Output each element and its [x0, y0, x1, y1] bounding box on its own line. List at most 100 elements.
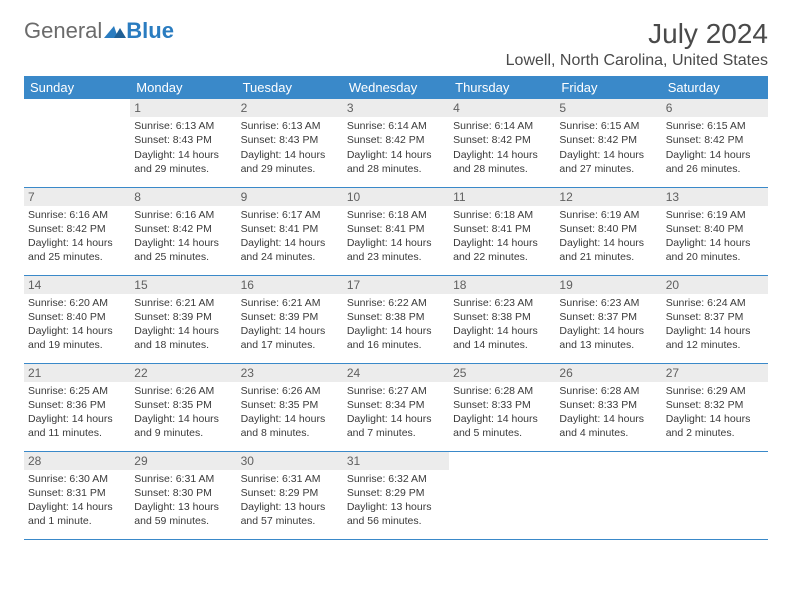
cell-d2: and 19 minutes. — [28, 338, 126, 352]
cell-sunrise: Sunrise: 6:18 AM — [453, 208, 551, 222]
cell-d1: Daylight: 14 hours — [28, 324, 126, 338]
cell-d2: and 17 minutes. — [241, 338, 339, 352]
cell-d1: Daylight: 14 hours — [241, 148, 339, 162]
day-number: 13 — [662, 188, 768, 206]
cell-d1: Daylight: 14 hours — [134, 236, 232, 250]
day-number: 28 — [24, 452, 130, 470]
cell-d1: Daylight: 14 hours — [347, 412, 445, 426]
cell-sunset: Sunset: 8:43 PM — [134, 133, 232, 147]
cell-sunset: Sunset: 8:37 PM — [559, 310, 657, 324]
weekday-header: Monday — [130, 76, 236, 99]
weekday-header: Thursday — [449, 76, 555, 99]
cell-sunset: Sunset: 8:42 PM — [28, 222, 126, 236]
cell-d2: and 7 minutes. — [347, 426, 445, 440]
day-number: 12 — [555, 188, 661, 206]
cell-d1: Daylight: 14 hours — [28, 412, 126, 426]
cell-sunset: Sunset: 8:29 PM — [241, 486, 339, 500]
cell-sunset: Sunset: 8:35 PM — [134, 398, 232, 412]
cell-d2: and 25 minutes. — [28, 250, 126, 264]
cell-sunrise: Sunrise: 6:13 AM — [241, 119, 339, 133]
cell-sunrise: Sunrise: 6:27 AM — [347, 384, 445, 398]
day-number: 23 — [237, 364, 343, 382]
calendar-cell: 11Sunrise: 6:18 AMSunset: 8:41 PMDayligh… — [449, 187, 555, 275]
calendar-cell: 24Sunrise: 6:27 AMSunset: 8:34 PMDayligh… — [343, 363, 449, 451]
day-number: 24 — [343, 364, 449, 382]
cell-d2: and 24 minutes. — [241, 250, 339, 264]
triangle-icon — [104, 18, 126, 44]
day-number: 22 — [130, 364, 236, 382]
calendar-cell: 31Sunrise: 6:32 AMSunset: 8:29 PMDayligh… — [343, 451, 449, 539]
cell-d2: and 57 minutes. — [241, 514, 339, 528]
cell-d1: Daylight: 14 hours — [347, 148, 445, 162]
calendar-cell: 23Sunrise: 6:26 AMSunset: 8:35 PMDayligh… — [237, 363, 343, 451]
cell-sunset: Sunset: 8:35 PM — [241, 398, 339, 412]
cell-d1: Daylight: 13 hours — [134, 500, 232, 514]
cell-d1: Daylight: 14 hours — [666, 412, 764, 426]
cell-d1: Daylight: 13 hours — [241, 500, 339, 514]
cell-d1: Daylight: 14 hours — [666, 324, 764, 338]
cell-sunset: Sunset: 8:33 PM — [453, 398, 551, 412]
calendar-cell: 12Sunrise: 6:19 AMSunset: 8:40 PMDayligh… — [555, 187, 661, 275]
calendar-cell: 21Sunrise: 6:25 AMSunset: 8:36 PMDayligh… — [24, 363, 130, 451]
cell-d2: and 26 minutes. — [666, 162, 764, 176]
calendar-cell — [449, 451, 555, 539]
cell-d1: Daylight: 14 hours — [453, 236, 551, 250]
calendar-cell: 1Sunrise: 6:13 AMSunset: 8:43 PMDaylight… — [130, 99, 236, 187]
day-number: 4 — [449, 99, 555, 117]
cell-sunset: Sunset: 8:42 PM — [559, 133, 657, 147]
cell-d2: and 25 minutes. — [134, 250, 232, 264]
cell-d2: and 29 minutes. — [241, 162, 339, 176]
weekday-header: Sunday — [24, 76, 130, 99]
cell-sunrise: Sunrise: 6:14 AM — [347, 119, 445, 133]
weekday-header: Saturday — [662, 76, 768, 99]
cell-d1: Daylight: 13 hours — [347, 500, 445, 514]
cell-d2: and 8 minutes. — [241, 426, 339, 440]
cell-d2: and 20 minutes. — [666, 250, 764, 264]
cell-sunset: Sunset: 8:40 PM — [28, 310, 126, 324]
calendar-week: 28Sunrise: 6:30 AMSunset: 8:31 PMDayligh… — [24, 451, 768, 539]
day-number: 29 — [130, 452, 236, 470]
day-number: 3 — [343, 99, 449, 117]
cell-sunset: Sunset: 8:40 PM — [666, 222, 764, 236]
calendar-cell: 2Sunrise: 6:13 AMSunset: 8:43 PMDaylight… — [237, 99, 343, 187]
cell-sunrise: Sunrise: 6:14 AM — [453, 119, 551, 133]
calendar-cell: 7Sunrise: 6:16 AMSunset: 8:42 PMDaylight… — [24, 187, 130, 275]
cell-sunrise: Sunrise: 6:16 AM — [28, 208, 126, 222]
cell-d2: and 21 minutes. — [559, 250, 657, 264]
cell-d2: and 59 minutes. — [134, 514, 232, 528]
cell-sunset: Sunset: 8:32 PM — [666, 398, 764, 412]
cell-d2: and 56 minutes. — [347, 514, 445, 528]
cell-d2: and 2 minutes. — [666, 426, 764, 440]
cell-sunrise: Sunrise: 6:19 AM — [559, 208, 657, 222]
cell-d1: Daylight: 14 hours — [666, 236, 764, 250]
brand-general: General — [24, 18, 102, 44]
cell-d2: and 29 minutes. — [134, 162, 232, 176]
weekday-row: SundayMondayTuesdayWednesdayThursdayFrid… — [24, 76, 768, 99]
calendar-cell: 17Sunrise: 6:22 AMSunset: 8:38 PMDayligh… — [343, 275, 449, 363]
cell-d2: and 4 minutes. — [559, 426, 657, 440]
day-number: 17 — [343, 276, 449, 294]
cell-sunrise: Sunrise: 6:31 AM — [134, 472, 232, 486]
calendar-cell: 16Sunrise: 6:21 AMSunset: 8:39 PMDayligh… — [237, 275, 343, 363]
cell-sunset: Sunset: 8:42 PM — [453, 133, 551, 147]
calendar-cell: 19Sunrise: 6:23 AMSunset: 8:37 PMDayligh… — [555, 275, 661, 363]
day-number: 9 — [237, 188, 343, 206]
cell-sunrise: Sunrise: 6:28 AM — [453, 384, 551, 398]
calendar-cell: 4Sunrise: 6:14 AMSunset: 8:42 PMDaylight… — [449, 99, 555, 187]
page-title: July 2024 — [506, 18, 768, 50]
day-number: 25 — [449, 364, 555, 382]
day-number: 11 — [449, 188, 555, 206]
cell-d1: Daylight: 14 hours — [28, 500, 126, 514]
cell-sunset: Sunset: 8:38 PM — [347, 310, 445, 324]
cell-sunrise: Sunrise: 6:16 AM — [134, 208, 232, 222]
brand-logo: General Blue — [24, 18, 174, 44]
cell-sunrise: Sunrise: 6:13 AM — [134, 119, 232, 133]
cell-d1: Daylight: 14 hours — [241, 236, 339, 250]
cell-d2: and 9 minutes. — [134, 426, 232, 440]
cell-sunrise: Sunrise: 6:18 AM — [347, 208, 445, 222]
cell-sunrise: Sunrise: 6:23 AM — [453, 296, 551, 310]
cell-sunset: Sunset: 8:42 PM — [134, 222, 232, 236]
calendar-cell: 29Sunrise: 6:31 AMSunset: 8:30 PMDayligh… — [130, 451, 236, 539]
cell-d1: Daylight: 14 hours — [666, 148, 764, 162]
calendar-cell: 6Sunrise: 6:15 AMSunset: 8:42 PMDaylight… — [662, 99, 768, 187]
